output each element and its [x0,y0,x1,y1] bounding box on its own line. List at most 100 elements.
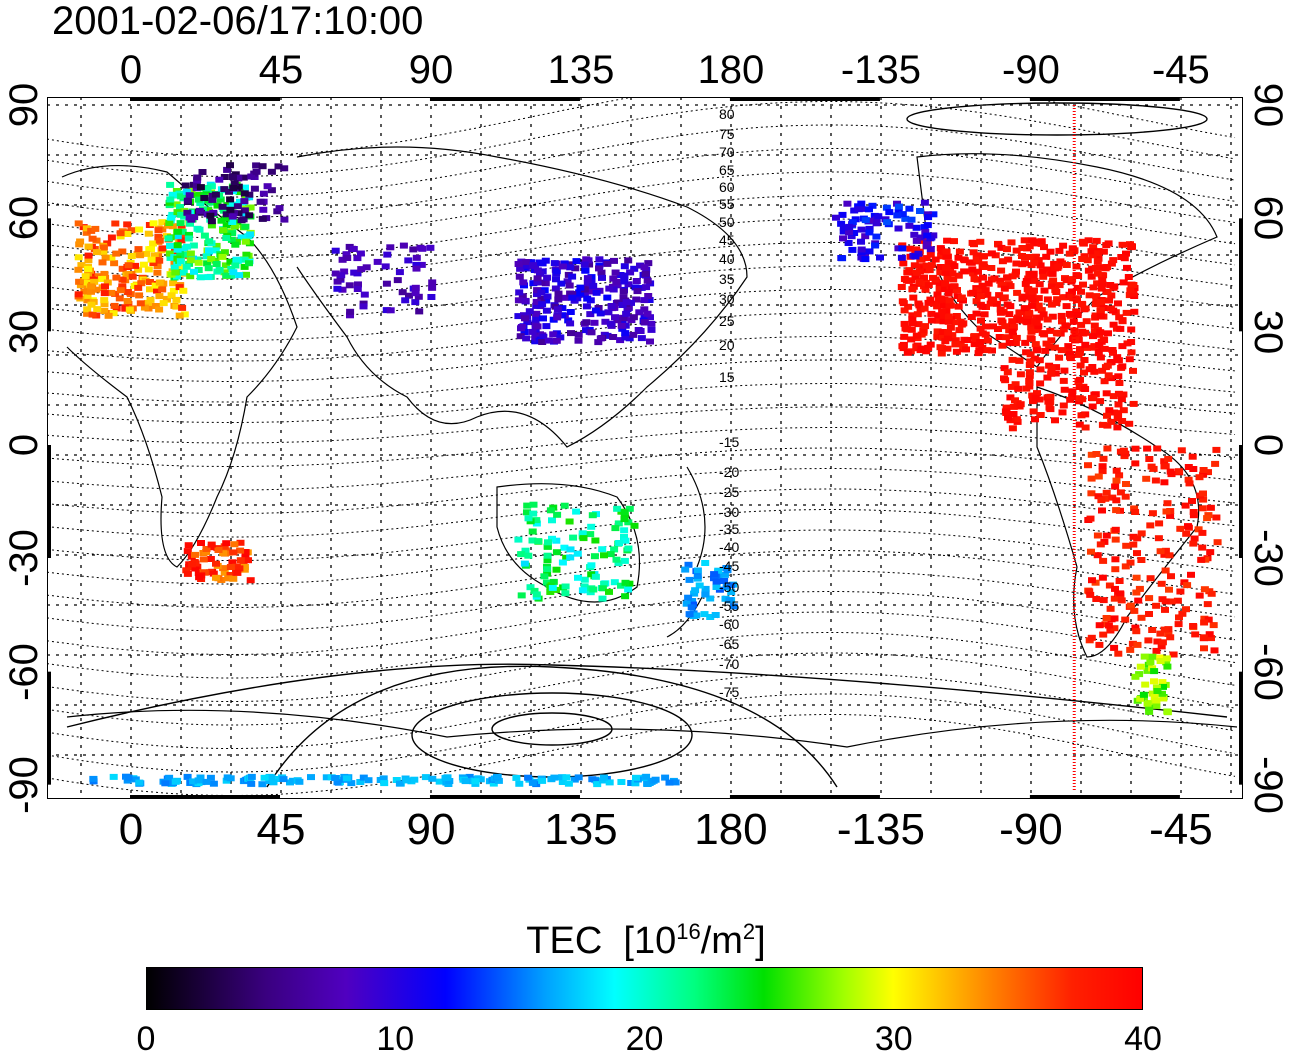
tec-cell [1074,273,1083,279]
tec-cell [357,266,366,273]
tec-cell [212,242,221,249]
tec-cell [533,275,542,282]
tec-cell [1110,283,1119,290]
tec-cell [987,276,996,283]
tec-cell [147,256,156,263]
tec-cell [1164,631,1173,637]
tec-cell [643,277,652,284]
tec-cell [632,296,641,303]
tec-cell [591,307,600,314]
tec-cell [640,297,649,304]
tec-cell [165,250,174,257]
tec-cell [725,597,734,604]
tec-cell [331,775,340,781]
tec-cell [550,774,559,781]
tec-cell [1143,700,1152,707]
tec-cell [229,269,238,276]
tec-cell [543,566,552,573]
tec-cell [1132,628,1141,635]
tec-cell [1051,287,1060,294]
tec-cell [581,267,590,274]
tec-cell [124,271,133,278]
tec-cell [903,349,912,356]
tec-cell [568,273,577,280]
tec-cell [187,186,196,193]
tec-cell [1121,616,1130,623]
tec-cell [941,269,950,276]
tec-cell [534,538,543,545]
tec-cell [850,230,859,236]
tec-cell [207,222,216,229]
tec-cell [1112,507,1121,514]
tec-cell [691,587,700,594]
tec-cell [228,213,237,220]
tec-cell [219,227,227,234]
tec-cell [615,540,624,546]
tec-cell [515,273,524,280]
contour-label: -30 [719,504,739,520]
tec-cell [220,543,229,550]
tec-cell [992,300,1001,307]
tec-cell [338,256,347,263]
tec-cell [908,286,917,293]
tec-cell [549,578,558,585]
tec-cell [1008,273,1017,280]
tec-cell [359,303,368,310]
tec-cell [1156,658,1165,664]
bottom-lon-tick: -90 [999,805,1063,854]
tec-cell [631,780,640,787]
tec-cell [1096,541,1105,548]
tec-cell [595,256,604,263]
tec-cell [1110,595,1119,602]
tec-cell [995,292,1004,299]
tec-cell [242,271,250,278]
tec-cell [135,226,144,233]
tec-cell [897,254,906,261]
tec-cell [1002,404,1011,411]
tec-cell [115,295,124,302]
tec-cell [1111,585,1119,592]
tec-cell [1034,302,1043,309]
tec-cell [1066,355,1075,362]
tec-cell [465,773,474,780]
tec-cell [642,284,651,291]
tec-cell [83,306,92,313]
tec-cell [1203,515,1212,522]
tec-cell [1086,591,1095,598]
tec-cell [179,287,188,294]
tec-cell [902,277,911,284]
tec-cell [220,186,229,193]
bottom-lon-tick: 45 [256,805,306,854]
tec-cell [1157,580,1166,587]
tec-cell [151,282,160,289]
tec-cell [175,312,184,319]
tec-cell [685,611,694,618]
tec-cell [342,775,351,782]
tec-cell [233,203,242,210]
tec-cell [1148,653,1157,660]
top-lon-tick: 0 [119,48,143,92]
tec-cell [633,288,642,295]
tec-cell [415,308,424,315]
tec-cell [1124,274,1133,280]
tec-cell [974,268,982,275]
tec-cell [1201,556,1210,563]
tec-cell [582,303,591,310]
tec-cell [958,320,967,327]
tec-cell [1131,460,1140,467]
tec-cell [565,282,574,289]
tec-cell [1164,455,1173,462]
tec-cell [1001,408,1010,415]
tec-cell [1012,268,1020,275]
tec-cell [983,337,992,344]
tec-cell [857,238,865,245]
tec-cell [1024,286,1033,293]
contour-label: -50 [719,579,739,595]
tec-cell [1030,259,1039,266]
tec-cell [936,295,945,302]
left-lat-tick: 0 [2,433,46,457]
tec-cell [1088,577,1096,584]
tec-cell [727,589,736,596]
tec-cell [979,274,987,281]
tec-cell [1195,592,1204,599]
